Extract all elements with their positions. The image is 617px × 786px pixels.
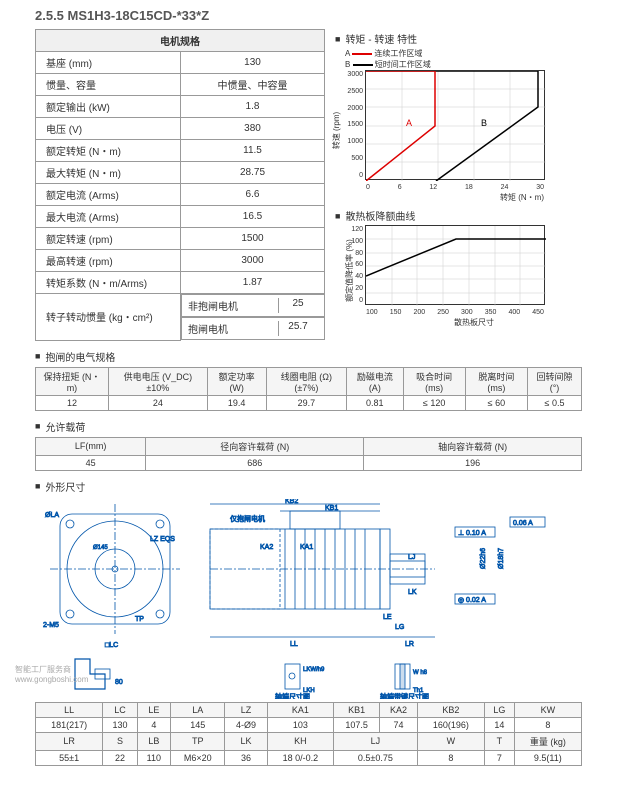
svg-text:LL: LL	[290, 641, 298, 648]
svg-text:仅抱闸电机: 仅抱闸电机	[230, 514, 265, 523]
dimension-drawing: ØLA LZ EQS Ø145 2-M5 □LC TP 仅抱闸电机 KB2 KB…	[35, 499, 582, 699]
svg-text:Th1: Th1	[413, 688, 424, 694]
svg-text:LK: LK	[408, 589, 417, 596]
svg-text:TP: TP	[135, 616, 144, 623]
svg-text:A: A	[406, 118, 412, 128]
torque-curve-title: 转矩 - 转速 特性	[335, 31, 582, 46]
svg-text:ØLA: ØLA	[45, 512, 59, 519]
brake-table: 保持扭矩 (N・m)供电电压 (V_DC) ±10%额定功率 (W)线圈电阻 (…	[35, 367, 582, 411]
svg-text:KA2: KA2	[260, 544, 273, 551]
svg-text:2-M5: 2-M5	[43, 622, 59, 629]
svg-text:Ø145: Ø145	[93, 545, 108, 551]
svg-text:LG: LG	[395, 624, 404, 631]
svg-text:Ø18h7: Ø18h7	[498, 547, 505, 568]
svg-text:◎ 0.02 A: ◎ 0.02 A	[458, 597, 486, 604]
svg-text:W h8: W h8	[413, 670, 428, 676]
dim-table: LLLCLELALZKA1KB1KA2KB2LGKW 181(217)13041…	[35, 702, 582, 766]
watermark: 智能工厂服务商www.gongboshi.com	[15, 664, 88, 684]
svg-text:LR: LR	[405, 641, 414, 648]
svg-text:0.06 A: 0.06 A	[513, 520, 533, 527]
brake-title: 抱闸的电气规格	[35, 349, 582, 364]
chart-legend: A 连续工作区域 B 短时间工作区域	[345, 48, 582, 70]
svg-text:B: B	[481, 118, 487, 128]
load-title: 允许载荷	[35, 419, 582, 434]
svg-text:□LC: □LC	[105, 642, 118, 649]
svg-text:LJ: LJ	[408, 554, 415, 561]
spec-table: 电机规格 基座 (mm)130 惯量、容量中惯量、中容量 额定输出 (kW)1.…	[35, 29, 325, 341]
svg-text:80: 80	[115, 679, 123, 686]
svg-text:LKW/h9: LKW/h9	[303, 667, 325, 673]
section-title: 2.5.5 MS1H3-18C15CD-*33*Z	[35, 8, 582, 23]
spec-header: 电机规格	[36, 30, 325, 52]
svg-text:KA1: KA1	[300, 544, 313, 551]
svg-text:Ø22h6: Ø22h6	[480, 547, 487, 568]
derate-title: 散热板降额曲线	[335, 208, 582, 223]
torque-speed-chart: A B 300025002000150010005000 0612182430 …	[365, 70, 545, 180]
svg-text:KB1: KB1	[325, 505, 338, 512]
dim-title: 外形尺寸	[35, 479, 582, 494]
derate-chart: 120100806040200 100150200250300350400450…	[365, 225, 545, 305]
svg-text:KB2: KB2	[285, 499, 298, 505]
svg-text:LZ EQS: LZ EQS	[150, 536, 175, 543]
svg-text:LE: LE	[383, 614, 392, 621]
load-table: LF(mm)径向容许载荷 (N)轴向容许载荷 (N) 45686196	[35, 437, 582, 471]
svg-text:LKH: LKH	[303, 688, 315, 694]
svg-text:⊥ 0.10 A: ⊥ 0.10 A	[458, 530, 486, 537]
